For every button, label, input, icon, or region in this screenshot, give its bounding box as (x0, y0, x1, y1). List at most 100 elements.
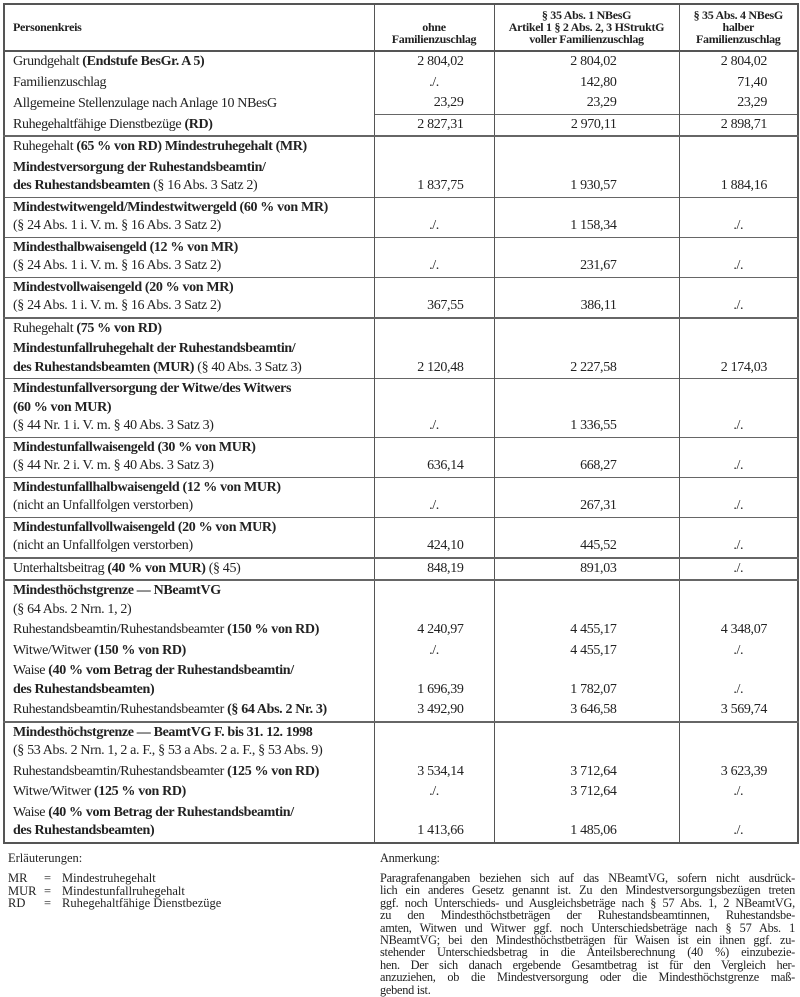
row-label: Unterhaltsbeitrag (40 % von MUR) (§ 45) (3, 556, 375, 580)
table-body: Grundgehalt (Endstufe BesGr. A 5) 2 804,0… (3, 50, 799, 843)
legend-item: MUR = Mindestunfallruhegehalt (8, 883, 380, 898)
value-cell: ./. (678, 802, 799, 843)
table-row: Ruhegehalt (65 % von RD) Mindestruhegeha… (3, 135, 799, 158)
value-cell (493, 135, 680, 158)
value-cell: ./. (678, 476, 799, 517)
label-text: (125 % von RD) (227, 763, 320, 779)
column-header-line: § 35 Abs. 4 NBesG (693, 8, 784, 22)
row-label: Grundgehalt (Endstufe BesGr. A 5) (3, 50, 375, 73)
row-label: Waise (40 % vom Betrag der Ruhestandsbea… (3, 802, 375, 843)
label-text: Grundgehalt (13, 54, 83, 69)
label-text: Ruhestandsbeamtin/Ruhestandsbeamter (13, 763, 228, 779)
value-cell: ./. (678, 236, 799, 277)
label-text: (RD) (184, 116, 213, 132)
row-label: Waise (40 % vom Betrag der Ruhestandsbea… (3, 661, 375, 700)
note-line: lich ein anderes Gesetz genannt ist. Zu … (380, 883, 795, 898)
label-text: Waise (13, 663, 49, 678)
label-text: Ruhestandsbeamtin/Ruhestandsbeamter (13, 622, 228, 637)
value-cell (493, 316, 680, 339)
label-text: des Ruhestandsbeamten) (13, 681, 155, 697)
label-text: (§ 24 Abs. 1 i. V. m. § 16 Abs. 3 Satz 2… (13, 218, 221, 233)
value-cell (493, 579, 680, 620)
legend-text: Mindestunfallruhegehalt (62, 883, 185, 898)
note-line: hen. Der sich danach ergebende Gesamtbet… (380, 957, 795, 972)
value-cell: ./. (678, 661, 799, 700)
label-text: Witwe/Witwer (13, 784, 95, 799)
legend-abbr: RD (8, 896, 26, 910)
value-cell: 2 898,71 (678, 113, 799, 136)
value-cell: ./. (373, 476, 495, 517)
column-header-line: Familienzuschlag (391, 32, 477, 46)
value-cell: 3 492,90 (373, 700, 495, 722)
column-header-1: ohne Familienzuschlag (373, 4, 495, 52)
label-text: Mindestunfallhalbwaisengeld (12 % von MU… (13, 479, 281, 495)
label-text: Mindesthöchstgrenze — NBeamtVG (13, 583, 221, 598)
table-row: Mindesthöchstgrenze — NBeamtVG (§ 64 Abs.… (3, 579, 799, 620)
value-cell: 4 240,97 (373, 620, 495, 641)
value-cell: 1 485,06 (493, 802, 680, 843)
row-label: Ruhegehalt (65 % von RD) Mindestruhegeha… (3, 135, 375, 158)
value-cell (373, 135, 495, 158)
value-cell: 3 712,64 (493, 782, 680, 803)
column-header-line: ohne (422, 20, 446, 34)
row-label: Mindestunfallversorgung der Witwe/des Wi… (3, 378, 375, 437)
table-row: Ruhestandsbeamtin/Ruhestandsbeamter (125… (3, 761, 799, 782)
value-cell: ./. (678, 640, 799, 661)
table-row: Mindestunfallruhegehalt der Ruhestandsbe… (3, 339, 799, 379)
table-row: Allgemeine Stellenzulage nach Anlage 10 … (3, 93, 799, 114)
legend-title: Erläuterungen: (8, 850, 83, 865)
value-cell: 3 712,64 (493, 761, 680, 782)
value-cell: 1 930,57 (493, 157, 680, 197)
row-label: Ruhestandsbeamtin/Ruhestandsbeamter (150… (3, 620, 375, 641)
table-row: Mindestunfallvollwaisengeld (20 % von MU… (3, 516, 799, 558)
value-cell: 2 970,11 (493, 113, 680, 136)
note-line: stehender Unterschiedsbetrag in die Ante… (380, 945, 795, 960)
row-label: Ruhegehalt (75 % von RD) (3, 316, 375, 339)
table-row: Waise (40 % vom Betrag der Ruhestandsbea… (3, 661, 799, 700)
legend-item: RD = Ruhegehaltfähige Dienstbezüge (8, 897, 380, 910)
label-text: des Ruhestandsbeamten (13, 178, 150, 193)
row-label: Mindestvollwaisengeld (20 % von MR) (§ 24… (3, 276, 375, 318)
table-row: Witwe/Witwer (150 % von RD) ./. 4 455,17 ./… (3, 640, 799, 661)
label-text: (60 % von MUR) (13, 399, 112, 415)
label-text: (§ 64 Abs. 2 Nr. 3) (227, 702, 327, 717)
value-cell: 636,14 (373, 436, 495, 477)
value-cell (678, 720, 799, 762)
value-cell (373, 316, 495, 339)
note: Anmerkung: Paragrafenangaben beziehen si… (380, 851, 795, 996)
label-text: Unterhaltsbeitrag (13, 560, 108, 576)
table-row: Ruhestandsbeamtin/Ruhestandsbeamter (150… (3, 620, 799, 641)
label-text: Mindestwitwengeld/Mindestwitwergeld (60 … (13, 199, 328, 215)
row-label: Mindesthöchstgrenze — BeamtVG F. bis 31.… (3, 720, 375, 762)
pension-table: Personenkreis ohne Familienzuschlag § 35 Ab… (3, 3, 799, 844)
label-text: (§ 40 Abs. 3 Satz 3) (194, 359, 302, 375)
value-cell: ./. (678, 516, 799, 558)
legend: Erläuterungen: MR = Mindestruhegehalt MUR = M… (3, 850, 380, 996)
label-text: (§ 44 Nr. 1 i. V. m. § 40 Abs. 3 Satz 3) (13, 418, 214, 433)
row-label: Mindestunfallwaisengeld (30 % von MUR) (§… (3, 436, 375, 477)
value-cell: 367,55 (373, 276, 495, 318)
column-header-3: § 35 Abs. 4 NBesG halber Familienzuschlag (678, 4, 799, 52)
row-label: Witwe/Witwer (125 % von RD) (3, 782, 375, 803)
value-cell: 3 534,14 (373, 761, 495, 782)
label-text: (150 % von RD) (94, 642, 186, 658)
value-cell: ./. (373, 640, 495, 661)
column-header-line: voller Familienzuschlag (529, 32, 644, 46)
value-cell: 3 646,58 (493, 700, 680, 722)
value-cell: 267,31 (493, 476, 680, 517)
value-cell: 71,40 (678, 72, 799, 93)
label-text: (Endstufe BesGr. A 5) (82, 54, 205, 69)
legend-item: MR = Mindestruhegehalt (8, 872, 380, 885)
label-text: des Ruhestandsbeamten (MUR) (13, 359, 195, 375)
label-text: (125 % von RD) (94, 784, 186, 799)
label-text: Mindestunfallversorgung der Witwe/des Wi… (13, 381, 292, 396)
legend-eq: = (44, 871, 52, 885)
note-line: NBeamtVG; bei den Mindesthöchstbeträgen … (380, 932, 795, 947)
table-row: Mindesthöchstgrenze — BeamtVG F. bis 31.… (3, 720, 799, 762)
label-text: (40 % vom Betrag der Ruhestandsbeamtin/ (48, 804, 294, 820)
value-cell: 142,80 (493, 72, 680, 93)
value-cell: ./. (678, 276, 799, 318)
table-row: Waise (40 % vom Betrag der Ruhestandsbea… (3, 802, 799, 843)
table-row: Ruhestandsbeamtin/Ruhestandsbeamter (§ 6… (3, 700, 799, 722)
value-cell: 848,19 (373, 556, 495, 580)
